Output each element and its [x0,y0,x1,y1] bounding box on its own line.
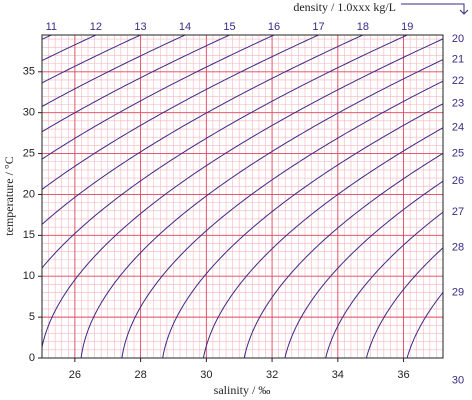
title-arrow [401,3,469,15]
y-tick-label: 15 [23,229,35,241]
density-contour [243,152,443,358]
contour-label: 29 [452,286,464,298]
density-contour [42,35,276,160]
density-contour [42,35,231,133]
contour-label: 22 [452,75,464,87]
x-tick-label: 30 [200,369,212,381]
x-tick-label: 36 [397,369,409,381]
contour-label: 21 [452,53,464,65]
density-contour [406,291,443,358]
density-contour [202,127,443,358]
y-tick-label: 20 [23,188,35,200]
y-tick-label: 25 [23,147,35,159]
x-axis-label: salinity / ‰ [214,383,271,397]
density-contour [42,35,409,269]
y-tick-label: 35 [23,66,35,78]
contour-label: 23 [452,98,464,110]
contour-label: 25 [452,147,464,159]
plot-area [42,35,472,366]
density-contour [80,59,443,358]
y-axis-label: temperature / °C [2,156,16,235]
density-contour [365,247,443,358]
contour-label: 19 [401,21,413,33]
y-tick-label: 0 [29,352,35,364]
contour-label: 26 [452,175,464,187]
density-contour [42,35,365,226]
x-tick-label: 34 [332,369,344,381]
contour-label: 14 [179,21,191,33]
contour-label: 11 [46,21,57,33]
y-tick-label: 10 [23,270,35,282]
density-contour [284,180,443,358]
density-contour [42,35,320,191]
density-contour [42,35,53,40]
contour-label: 12 [90,21,102,33]
y-tick-label: 5 [29,311,35,323]
contour-label: 16 [268,21,280,33]
contour-label: 13 [134,21,146,33]
contour-label: 24 [452,122,464,134]
density-contour [446,266,472,366]
density-contour [121,80,443,358]
contour-label: 30 [452,375,464,387]
y-tick-label: 30 [23,107,35,119]
chart-title: density / 1.0xxx kg/L [293,0,396,14]
contour-label: 28 [452,242,464,254]
contour-label: 20 [452,33,464,45]
x-tick-label: 26 [69,369,81,381]
density-contour [42,35,98,62]
x-tick-label: 32 [266,369,278,381]
plot-frame [41,34,444,359]
contour-label: 15 [223,21,235,33]
density-contour [325,211,443,358]
density-contour [42,35,142,84]
contour-label: 27 [452,206,464,218]
density-contour [42,38,443,350]
x-tick-label: 28 [134,369,146,381]
density-contour [42,35,187,108]
density-contour [162,103,443,358]
contour-label: 17 [312,21,324,33]
contour-label: 18 [357,21,369,33]
